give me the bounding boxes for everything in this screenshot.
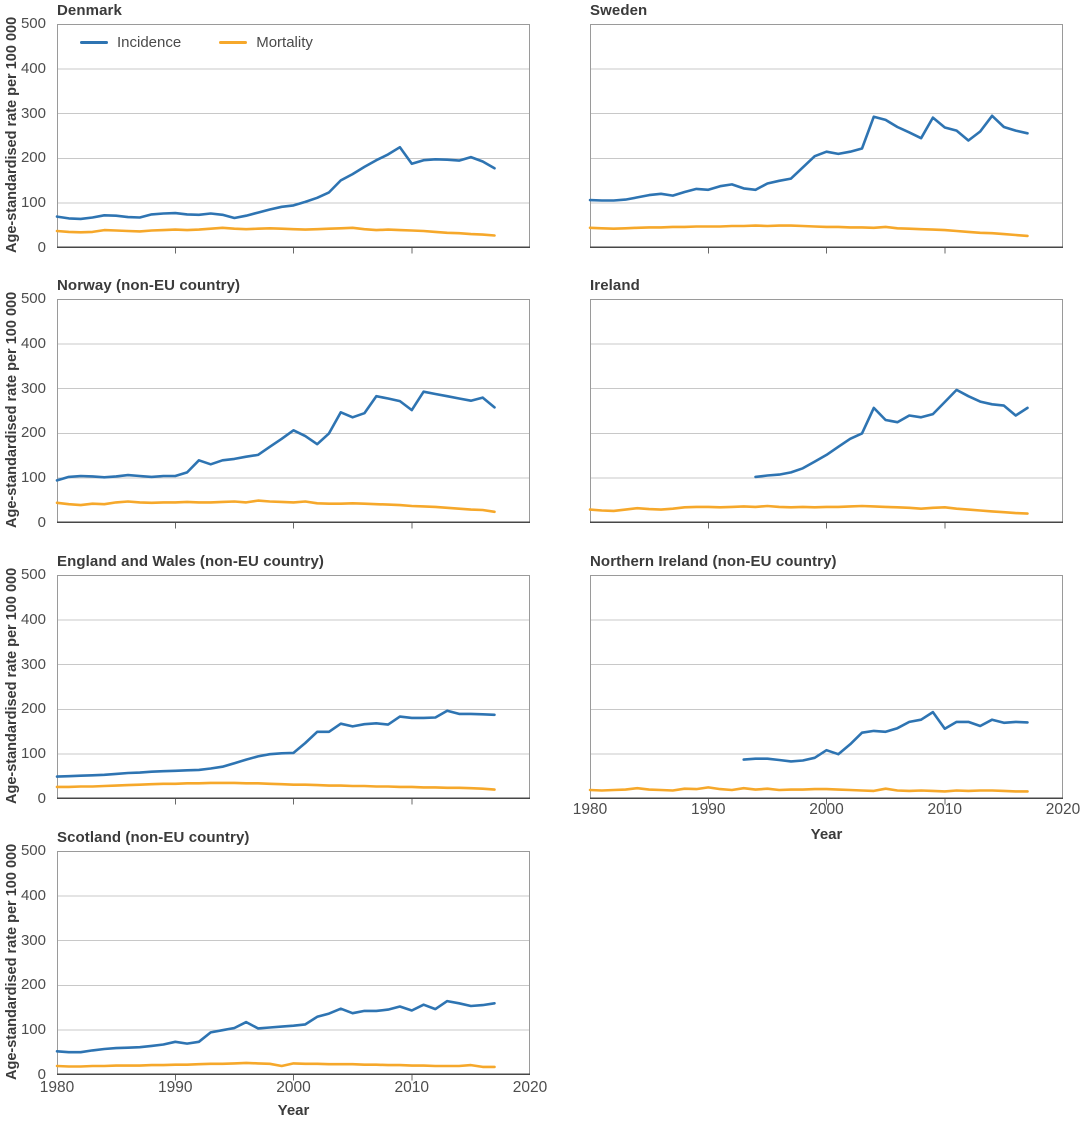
y-tick-label: 500 — [20, 290, 46, 307]
legend-label-incidence: Incidence — [117, 34, 182, 51]
legend-label-mortality: Mortality — [256, 34, 313, 51]
panel-title-sweden: Sweden — [590, 2, 648, 19]
y-tick-label: 100 — [20, 469, 46, 487]
y-tick-label: 300 — [20, 655, 46, 673]
panel-title-northern-ireland: Northern Ireland (non-EU country) — [590, 553, 837, 570]
northern-ireland-chart — [588, 575, 1063, 805]
mortality-line-swatch — [219, 41, 248, 44]
panel-title-ireland: Ireland — [590, 277, 640, 294]
y-tick-label: 200 — [20, 976, 46, 994]
y-tick-label: 400 — [20, 610, 46, 628]
y-tick-label: 300 — [20, 931, 46, 949]
y-tick-label: 0 — [37, 514, 46, 531]
y-axis-tick-labels: 0 100 200 300 400 500 — [0, 842, 50, 1083]
sweden-chart — [588, 24, 1063, 254]
scotland-chart — [55, 851, 530, 1081]
y-axis-tick-labels: 0 100 200 300 400 500 — [0, 15, 50, 256]
legend-item-mortality: Mortality — [219, 34, 313, 51]
y-tick-label: 400 — [20, 59, 46, 77]
y-tick-label: 400 — [20, 334, 46, 352]
x-axis-tick-labels: 1980 1990 2000 2010 2020 — [573, 801, 1080, 821]
x-tick-label: 1990 — [158, 1079, 193, 1096]
panel-title-england-wales: England and Wales (non-EU country) — [57, 553, 325, 570]
y-tick-label: 0 — [37, 1066, 46, 1083]
ireland-chart — [588, 299, 1063, 529]
x-tick-label: 2000 — [276, 1079, 311, 1096]
x-tick-label: 2010 — [927, 801, 962, 818]
x-tick-label: 1990 — [691, 801, 726, 818]
legend-item-incidence: Incidence — [80, 34, 181, 51]
incidence-line-swatch — [80, 41, 108, 44]
x-tick-label: 2020 — [1045, 801, 1080, 818]
norway-chart — [55, 299, 530, 529]
x-tick-label: 2010 — [394, 1079, 429, 1096]
y-tick-label: 0 — [37, 790, 46, 807]
panel-title-denmark: Denmark — [57, 2, 122, 19]
y-tick-label: 400 — [20, 886, 46, 904]
y-tick-label: 200 — [20, 424, 46, 442]
x-tick-label: 1980 — [39, 1079, 75, 1096]
y-tick-label: 200 — [20, 700, 46, 718]
x-axis-tick-labels: 1980 1990 2000 2010 2020 — [40, 1079, 547, 1099]
y-tick-label: 0 — [37, 239, 46, 256]
x-tick-label: 2020 — [512, 1079, 548, 1096]
y-tick-label: 200 — [20, 149, 46, 167]
x-axis-title: Year — [277, 1102, 310, 1119]
x-axis-title: Year — [810, 826, 843, 843]
y-axis-tick-labels: 0 100 200 300 400 500 — [0, 290, 50, 531]
x-tick-label: 1980 — [572, 801, 608, 818]
denmark-chart — [55, 24, 530, 254]
panel-title-norway: Norway (non-EU country) — [57, 277, 241, 294]
y-tick-label: 100 — [20, 194, 46, 212]
y-tick-label: 100 — [20, 745, 46, 763]
y-tick-label: 500 — [20, 842, 46, 859]
england-wales-chart — [55, 575, 530, 805]
y-tick-label: 500 — [20, 566, 46, 583]
y-axis-tick-labels: 0 100 200 300 400 500 — [0, 566, 50, 807]
legend: Incidence Mortality — [80, 34, 313, 51]
x-tick-label: 2000 — [809, 801, 844, 818]
y-tick-label: 100 — [20, 1021, 46, 1039]
y-tick-label: 300 — [20, 104, 46, 122]
y-tick-label: 500 — [20, 15, 46, 32]
panel-title-scotland: Scotland (non-EU country) — [57, 829, 250, 846]
y-tick-label: 300 — [20, 379, 46, 397]
